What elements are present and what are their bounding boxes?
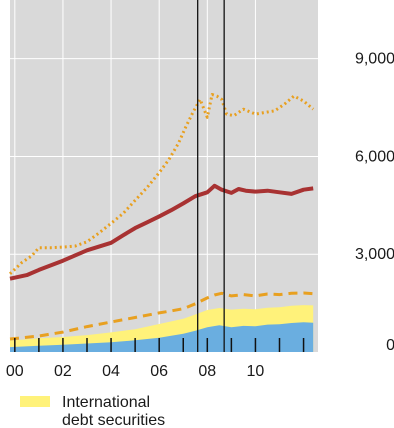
grid	[10, 0, 318, 352]
legend-swatch-international-debt-securities	[20, 396, 50, 407]
dashed-orange-line	[9, 291, 314, 341]
y-tick-label-0: 0	[386, 337, 394, 354]
plot-background	[10, 0, 318, 352]
y-tick-label-2: 6,000	[355, 148, 394, 165]
x-tick-label-2: 04	[102, 363, 120, 380]
area-blue-area	[10, 322, 314, 352]
x-tick-label-1: 02	[54, 363, 72, 380]
x-ticks	[14, 338, 305, 352]
legend-label-line-1: International	[62, 394, 150, 411]
dotted-orange-line	[8, 93, 315, 275]
x-tick-labels: 00 02 04 06 08 10	[6, 363, 265, 380]
event-lines	[197, 0, 225, 352]
solid-red-line	[9, 183, 314, 281]
y-tick-label-1: 3,000	[355, 246, 394, 263]
x-tick-label-0: 00	[6, 363, 24, 380]
area-series	[10, 305, 314, 352]
x-tick-label-5: 10	[247, 363, 265, 380]
y-tick-labels: 0 3,000 6,000 9,000	[355, 51, 394, 354]
x-tick-label-3: 06	[150, 363, 168, 380]
legend: International debt securities	[20, 394, 165, 428]
x-tick-label-4: 08	[198, 363, 216, 380]
legend-label-line-2: debt securities	[62, 412, 165, 428]
y-tick-label-3: 9,000	[355, 51, 394, 68]
line-series	[8, 93, 315, 341]
